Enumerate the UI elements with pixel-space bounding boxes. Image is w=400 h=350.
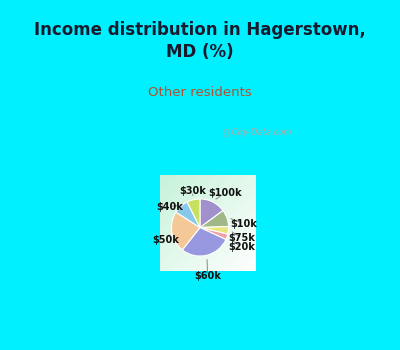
Wedge shape — [176, 202, 200, 228]
Wedge shape — [200, 211, 228, 228]
Text: $100k: $100k — [208, 188, 242, 198]
Wedge shape — [200, 199, 223, 228]
Wedge shape — [187, 199, 200, 228]
Wedge shape — [200, 228, 228, 239]
Text: $50k: $50k — [152, 235, 179, 245]
Text: Income distribution in Hagerstown,
MD (%): Income distribution in Hagerstown, MD (%… — [34, 21, 366, 61]
Wedge shape — [172, 212, 200, 250]
Text: $40k: $40k — [156, 202, 183, 211]
Text: Other residents: Other residents — [148, 86, 252, 99]
Wedge shape — [200, 226, 228, 234]
Wedge shape — [182, 228, 226, 256]
Text: $75k: $75k — [228, 233, 255, 243]
Text: $60k: $60k — [194, 271, 221, 281]
Text: $20k: $20k — [228, 243, 255, 252]
Text: $30k: $30k — [179, 186, 206, 196]
Text: ⓘ City-Data.com: ⓘ City-Data.com — [224, 128, 291, 137]
Text: $10k: $10k — [230, 219, 257, 229]
